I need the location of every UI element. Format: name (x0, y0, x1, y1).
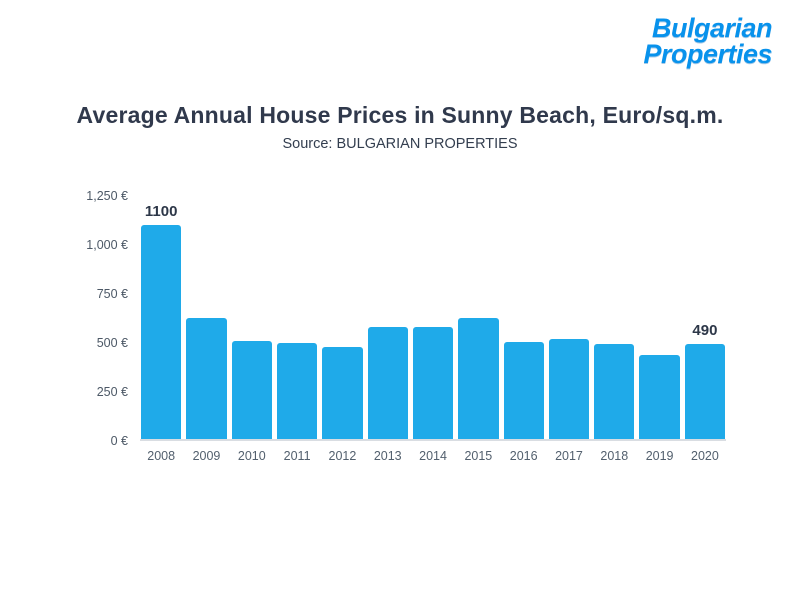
bar-2010 (231, 340, 272, 439)
x-tick-label-2012: 2012 (328, 449, 357, 463)
y-tick-label: 1,000 € (86, 238, 128, 252)
y-axis: 0 € 250 € 500 € 750 € 1,000 € 1,250 € (78, 189, 140, 448)
bulgarian-properties-logo: Bulgarian Properties (629, 13, 773, 69)
bar-value-label-2008: 1100 (144, 203, 178, 221)
bar-2018 (594, 343, 635, 439)
y-tick-label: 0 € (110, 434, 128, 448)
bar-column-2017 (548, 196, 590, 439)
x-tick-label-2017: 2017 (555, 449, 583, 463)
bar-2012 (322, 346, 363, 439)
bar-2009 (186, 317, 227, 439)
bar-column-2008: 1100 (141, 196, 182, 439)
bar-column-2009 (186, 196, 227, 439)
bar-column-2014 (412, 196, 454, 439)
bar-column-2020: 490 (684, 196, 726, 439)
bar-column-2018 (594, 196, 635, 439)
bar-2016 (503, 341, 544, 439)
x-tick-label-2014: 2014 (419, 449, 447, 463)
x-tick-label-2015: 2015 (464, 449, 493, 463)
bar-value-label-2020: 490 (692, 321, 718, 339)
x-tick-label-2009: 2009 (192, 449, 221, 463)
bar-column-2016 (503, 196, 544, 439)
x-tick-label-2018: 2018 (600, 449, 629, 463)
x-tick-label-2008: 2008 (147, 449, 176, 463)
y-tick-label: 750 € (96, 287, 128, 301)
logo-line1: Bulgarian (651, 13, 773, 43)
plot-area: 1100 490 (140, 196, 726, 441)
x-tick-label-2019: 2019 (645, 449, 674, 463)
chart-subtitle: Source: BULGARIAN PROPERTIES (282, 136, 518, 152)
x-axis: 2008 2009 2010 2011 2012 2013 2014 2015 2016 2017… (140, 449, 726, 463)
bar-2015 (458, 318, 499, 439)
bar-2011 (276, 342, 318, 439)
bar-column-2015 (458, 196, 499, 439)
bar-column-2012 (322, 196, 363, 439)
bar-2019 (639, 355, 680, 439)
bar-chart: 0 € 250 € 500 € 750 € 1,000 € 1,250 € 1100 490… (78, 189, 726, 463)
x-tick-label-2020: 2020 (691, 449, 719, 463)
y-tick-label: 1,250 € (86, 189, 128, 203)
chart-header: Average Annual House Prices in Sunny Bea… (0, 0, 800, 152)
bar-column-2010 (231, 196, 272, 439)
bar-column-2019 (639, 196, 680, 439)
y-tick-label: 250 € (96, 385, 128, 399)
chart-title: Average Annual House Prices in Sunny Bea… (76, 102, 724, 128)
bar-2017 (548, 338, 590, 439)
bar-2014 (412, 327, 454, 439)
x-tick-label-2011: 2011 (283, 449, 311, 463)
bar-2013 (367, 327, 408, 439)
bar-2008 (141, 225, 182, 439)
x-tick-label-2013: 2013 (373, 449, 402, 463)
bar-column-2013 (367, 196, 408, 439)
x-tick-label-2016: 2016 (509, 449, 538, 463)
y-tick-label: 500 € (96, 336, 128, 350)
bar-column-2011 (276, 196, 318, 439)
x-tick-label-2010: 2010 (237, 449, 266, 463)
bar-2020 (684, 343, 726, 439)
logo-line2: Properties (643, 38, 772, 69)
